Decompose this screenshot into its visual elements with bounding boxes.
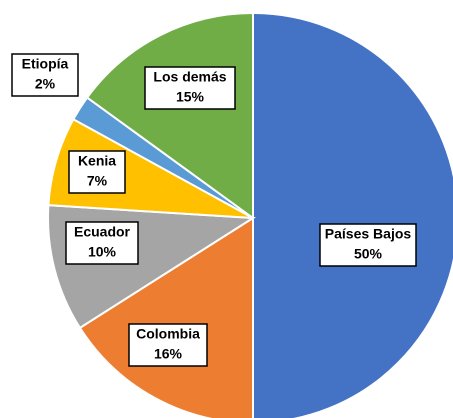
- label-value: 15%: [176, 89, 205, 105]
- label-box: [11, 53, 79, 97]
- data-label: Colombia 16%: [128, 323, 208, 367]
- label-value: 7%: [87, 173, 108, 189]
- label-value: 10%: [88, 244, 117, 260]
- pie-slice: [85, 11, 254, 220]
- label-value: 50%: [354, 246, 383, 262]
- pie-slice: [78, 216, 254, 418]
- data-label: Países Bajos 50%: [319, 223, 417, 267]
- label-box: [128, 323, 208, 367]
- label-box: [68, 150, 126, 194]
- label-box: [65, 221, 139, 265]
- label-name: Países Bajos: [325, 226, 412, 242]
- data-label: Etiopía 2%: [11, 53, 79, 97]
- label-value: 2%: [35, 76, 56, 92]
- data-label: Los demás 15%: [144, 66, 236, 110]
- label-name: Etiopía: [22, 56, 69, 72]
- pie-slice: [252, 11, 453, 418]
- label-box: [319, 223, 417, 267]
- label-name: Ecuador: [74, 224, 131, 240]
- label-box: [144, 66, 236, 110]
- label-value: 16%: [154, 346, 183, 362]
- data-label: Ecuador 10%: [65, 221, 139, 265]
- label-name: Kenia: [78, 153, 116, 169]
- label-name: Los demás: [153, 69, 226, 85]
- data-label: Kenia 7%: [68, 150, 126, 194]
- label-name: Colombia: [136, 326, 200, 342]
